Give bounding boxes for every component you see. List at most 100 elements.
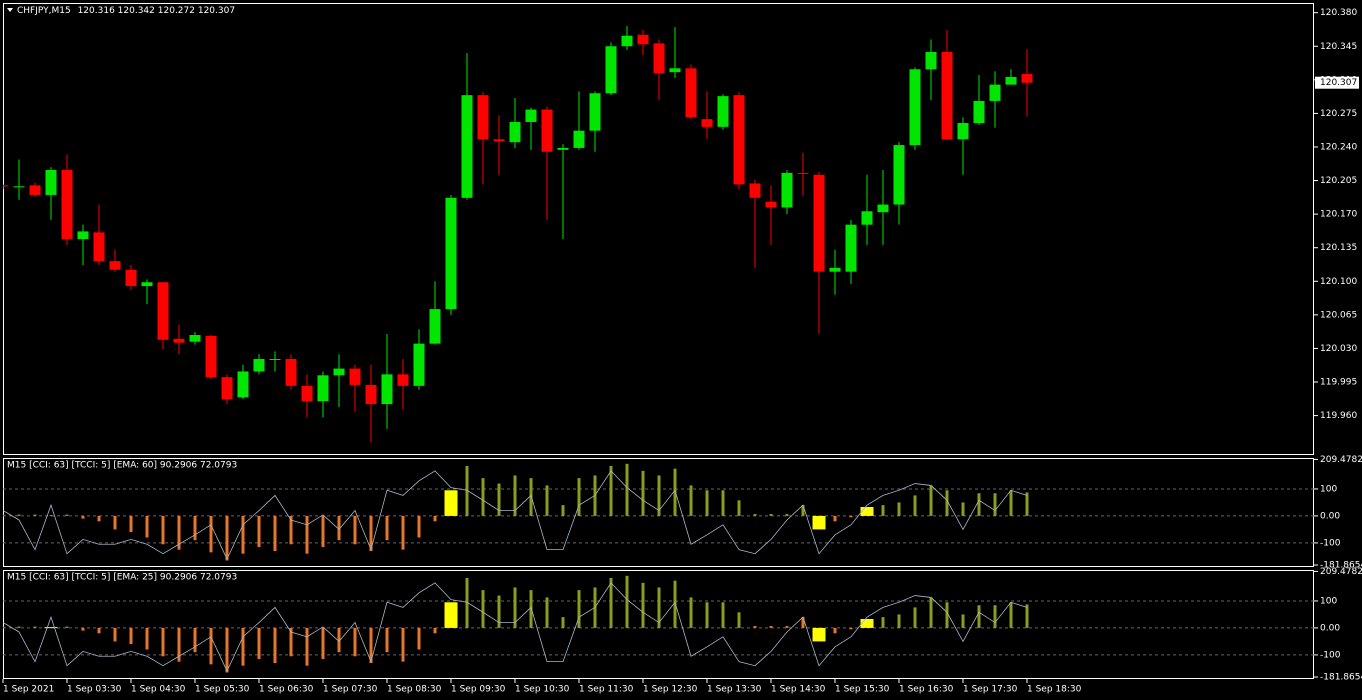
histogram-bar [769,514,773,516]
y-tick-label: 120.345 [1320,42,1357,52]
histogram-bar [529,478,533,516]
candle-body [189,335,201,342]
histogram-bar [993,493,997,516]
candle-body [605,46,617,94]
candle-body [781,172,793,208]
histogram-bar [1009,602,1013,628]
y-tick-label: 120.275 [1320,109,1357,119]
histogram-bar [321,515,325,547]
histogram-bar [545,485,549,516]
candle-body [925,52,937,70]
candle-body [461,95,473,198]
histogram-bar [417,515,421,538]
candle-body [93,232,105,262]
candle-body [173,338,185,343]
y-tick-label: -100 [1320,650,1341,660]
histogram-bar [337,627,341,653]
histogram-bar [241,627,245,666]
histogram-bar [977,493,981,516]
candle-body [109,261,121,270]
histogram-bar [444,490,458,516]
candle-body [829,267,841,272]
candle-body [285,358,297,386]
histogram-bar [81,627,85,631]
histogram-bar [209,627,213,665]
histogram-bar [289,515,293,545]
x-tick-label: 1 Sep 04:30 [131,685,186,695]
candle-body [989,84,1001,101]
histogram-bar [913,495,917,516]
candle-body [477,95,489,140]
histogram-bar [177,515,181,550]
chart-header: CHFJPY,M15 120.316 120.342 120.272 120.3… [17,6,235,16]
histogram-bar [33,514,37,516]
symbol: CHFJPY,M15 [17,6,71,16]
histogram-bar [561,617,565,628]
open: 120.316 [78,6,115,16]
histogram-bar [385,627,389,653]
histogram-bar [561,505,565,516]
histogram-bar [897,614,901,628]
panel-frame [3,458,1314,567]
y-tick-label: 120.065 [1320,310,1357,320]
histogram-bar [769,626,773,628]
x-tick-label: 1 Sep 06:30 [259,685,314,695]
histogram-bar [305,515,309,554]
x-tick-label: 1 Sep 17:30 [963,685,1018,695]
histogram-bar [113,515,117,530]
candle-body [493,139,505,142]
histogram-bar [812,515,826,530]
histogram-bar [145,515,149,538]
candle-body [733,95,745,185]
candle-body [893,145,905,205]
candle-body [813,174,825,272]
histogram-bar [881,505,885,516]
histogram-bar [737,500,741,516]
candle-body [397,374,409,386]
candle-body [381,374,393,405]
histogram-bar [609,466,613,516]
candle-body [349,368,361,385]
candle-body [205,335,217,378]
histogram-bar [529,590,533,628]
candle-body [541,109,553,152]
candle-body [45,170,57,195]
candle-body [429,309,441,344]
histogram-bar [353,515,357,545]
candles [3,26,1033,443]
histogram-bar [577,478,581,516]
histogram-bar [257,515,261,547]
histogram-bar [705,490,709,516]
histogram-bar [977,605,981,628]
candle-body [845,224,857,272]
histogram-bar [929,485,933,516]
histogram-bar [17,626,21,628]
histogram-bar [945,602,949,628]
histogram-bar [545,597,549,628]
candle-body [973,100,985,123]
candle-body [365,384,377,405]
candle-body [13,186,25,188]
x-tick-label: 1 Sep 08:30 [387,685,442,695]
y-tick-label: 120.170 [1320,210,1357,220]
menu-arrow[interactable] [7,8,13,12]
x-tick-label: 1 Sep 03:30 [67,685,122,695]
histogram-bar [753,626,757,628]
histogram-bar [1009,490,1013,516]
histogram-bar [497,483,501,516]
y-tick-label: -181.8654 [1320,561,1362,571]
candle-body [749,183,761,198]
indicator-2 [3,575,1314,673]
histogram-bar [193,515,197,541]
histogram-bar [513,475,517,516]
histogram-bar [444,602,458,628]
y-tick-label: 120.240 [1320,142,1357,152]
x-tick-label: 1 Sep 10:30 [515,685,570,695]
candle-body [141,282,153,287]
candle-body [701,119,713,127]
candle-body [77,231,89,240]
candle-body [317,375,329,402]
candle-body [957,122,969,140]
histogram-bar [193,627,197,653]
